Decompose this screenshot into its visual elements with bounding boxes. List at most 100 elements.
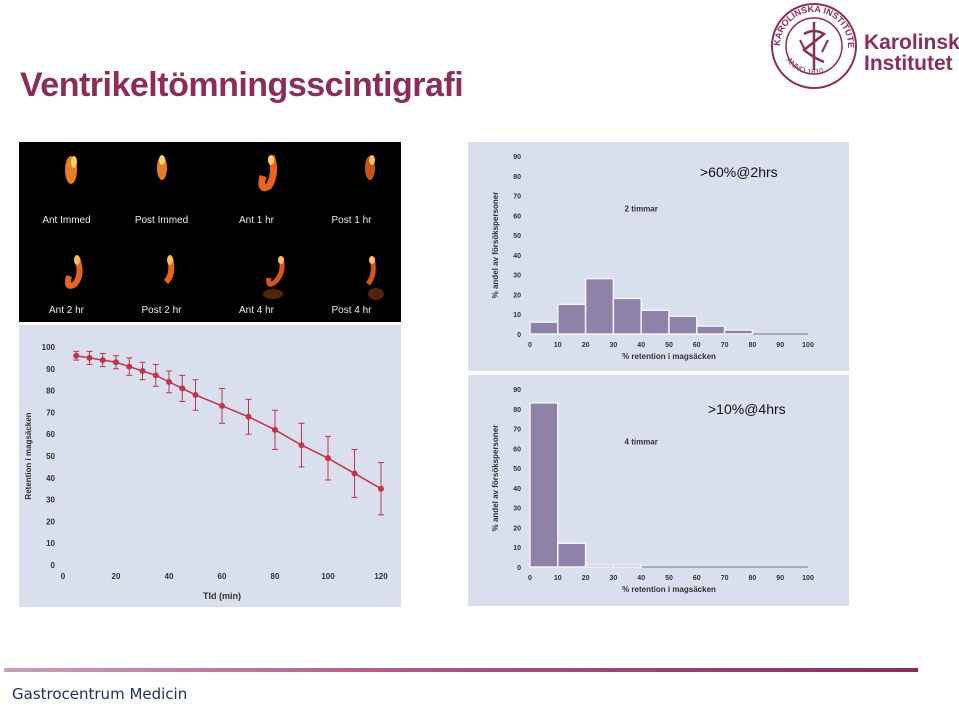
x-tick-label: 30 (610, 342, 618, 349)
data-point (179, 385, 186, 392)
histogram-bar (529, 321, 559, 335)
chart-subtitle: 2 timmar (625, 204, 658, 213)
scan-label: Ant Immed (42, 215, 91, 226)
x-tick-label: 0 (61, 572, 66, 581)
y-tick-label: 30 (513, 506, 521, 513)
histogram-bar (723, 329, 754, 335)
y-tick-label: 90 (513, 154, 521, 161)
y-tick-label: 60 (513, 446, 521, 453)
x-tick-label: 60 (693, 575, 701, 582)
histogram-bar (668, 315, 698, 335)
data-point (99, 357, 106, 364)
y-tick-label: 30 (46, 496, 55, 505)
y-tick-label: 80 (513, 174, 521, 181)
x-tick-label: 70 (721, 342, 729, 349)
histogram-4h-panel: 0 10 20 30 40 50 60 70 80 90 0 10 20 30 40 50 60 70 80 90 10… (468, 375, 849, 606)
y-tick-label: 40 (513, 486, 521, 493)
histogram-bar (696, 325, 726, 335)
y-tick-label: 70 (513, 194, 521, 201)
x-tick-label: 10 (554, 575, 562, 582)
y-tick-label: 10 (513, 545, 521, 552)
svg-text:KAROLINSKA INSTITUTET: KAROLINSKA INSTITUTET (766, 0, 856, 48)
y-axis-label: % andel av försökspersoner (491, 425, 500, 532)
histogram-bar (529, 402, 559, 568)
chart-subtitle: 4 timmar (625, 437, 658, 446)
scan-post-4hr: Post 4 hr (304, 232, 399, 322)
logo-line-1: Karolinska (864, 31, 959, 54)
y-axis-label: % andel av försökspersoner (491, 192, 500, 299)
scan-ant-2hr: Ant 2 hr (19, 232, 114, 322)
data-point (272, 426, 278, 433)
y-tick-label: 10 (513, 312, 521, 319)
scan-ant-4hr: Ant 4 hr (209, 232, 304, 322)
y-tick-label: 50 (513, 466, 521, 473)
scan-post-2hr: Post 2 hr (114, 232, 209, 322)
y-tick-label: 0 (517, 332, 521, 339)
histogram-bar (584, 564, 615, 568)
y-tick-label: 30 (513, 273, 521, 280)
y-tick-label: 90 (46, 365, 55, 374)
data-point (139, 367, 146, 374)
data-point (298, 442, 305, 449)
x-tick-label: 60 (693, 342, 701, 349)
scintigraphy-images: Ant Immed Post Immed Ant 1 hr Post 1 hr … (19, 142, 401, 322)
y-tick-label: 60 (513, 213, 521, 220)
y-tick-label: 40 (46, 474, 55, 483)
histogram-4h: 0 10 20 30 40 50 60 70 80 90 0 10 20 30 40 50 60 70 80 90 10… (491, 387, 814, 594)
x-axis-label: TId (min) (203, 591, 241, 601)
scan-ant-1hr: Ant 1 hr (209, 142, 304, 232)
y-tick-label: 90 (513, 387, 521, 394)
x-tick-label: 40 (165, 572, 174, 581)
scan-label: Ant 2 hr (48, 305, 85, 316)
scan-label: Ant 1 hr (238, 215, 275, 226)
footer-divider (4, 668, 918, 672)
x-tick-label: 30 (610, 575, 618, 582)
data-point (245, 413, 252, 420)
data-point (378, 485, 384, 492)
x-tick-label: 20 (582, 342, 590, 349)
data-point (73, 352, 80, 359)
scan-post-immed: Post Immed (114, 142, 209, 232)
x-tick-label: 80 (749, 575, 757, 582)
x-tick-label: 60 (218, 572, 227, 581)
x-tick-label: 10 (554, 342, 562, 349)
x-tick-label: 40 (637, 575, 645, 582)
scan-label: Post 1 hr (331, 215, 372, 226)
y-tick-label: 10 (46, 539, 55, 548)
histogram-bar (584, 277, 615, 335)
histogram-bar (640, 309, 670, 335)
data-point (166, 378, 172, 385)
histogram-bar (612, 297, 642, 335)
data-point (86, 354, 93, 361)
scan-label: Post 4 hr (331, 305, 372, 316)
retention-line-chart-panel: 0 10 20 30 40 50 60 70 80 90 100 0 20 40 60 80 100 120 TId… (19, 325, 401, 607)
karolinska-seal-icon: KAROLINSKA INSTITUTET ANNO 1810 (763, 0, 857, 89)
x-tick-label: 90 (776, 575, 784, 582)
x-tick-label: 20 (582, 575, 590, 582)
x-tick-label: 120 (374, 572, 388, 581)
y-tick-label: 80 (513, 407, 521, 414)
data-point (126, 363, 133, 370)
y-tick-label: 20 (46, 517, 55, 526)
x-tick-label: 100 (802, 575, 814, 582)
y-tick-label: 100 (42, 343, 56, 352)
y-tick-label: 20 (513, 292, 521, 299)
retention-line-chart: 0 10 20 30 40 50 60 70 80 90 100 0 20 40 60 80 100 120 TId… (24, 343, 388, 601)
x-tick-label: 90 (776, 342, 784, 349)
x-tick-label: 80 (271, 572, 280, 581)
data-point (113, 359, 119, 366)
histogram-2h: 0 10 20 30 40 50 60 70 80 90 0 10 20 30 40 50 60 70 80 90 10… (491, 154, 814, 361)
scan-label: Post Immed (134, 215, 189, 226)
y-tick-label: 60 (46, 430, 55, 439)
karolinska-logo: KAROLINSKA INSTITUTET ANNO 1810 (763, 0, 959, 92)
data-point (192, 391, 199, 398)
x-tick-label: 50 (665, 575, 673, 582)
y-tick-label: 0 (51, 561, 56, 570)
y-tick-label: 0 (517, 565, 521, 572)
histogram-bar (557, 303, 587, 335)
y-tick-label: 50 (46, 452, 55, 461)
scan-label: Post 2 hr (141, 305, 182, 316)
scan-label: Ant 4 hr (238, 305, 275, 316)
x-axis-label: % retention i magsäcken (622, 585, 716, 594)
x-tick-label: 100 (802, 342, 814, 349)
